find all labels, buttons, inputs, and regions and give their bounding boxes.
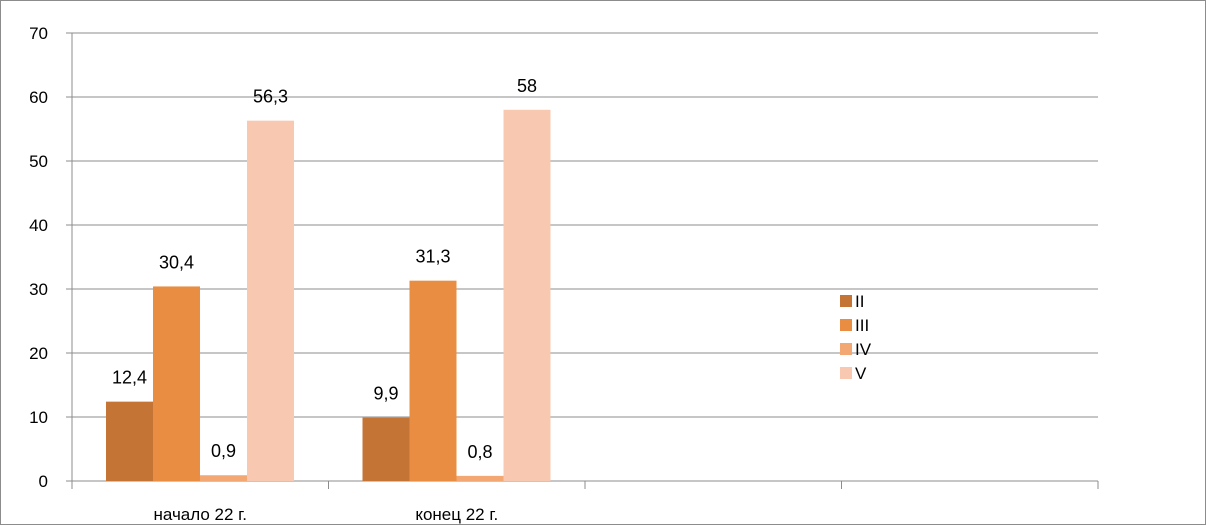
bar-ii-1: [362, 417, 410, 481]
y-tick-label: 60: [29, 88, 48, 107]
bar-ii-0: [106, 401, 153, 481]
y-tick-label: 20: [29, 344, 48, 363]
x-tick-label: конец 22 г.: [415, 505, 498, 524]
data-label: 9,9: [373, 384, 398, 404]
data-label: 58: [517, 76, 537, 96]
data-labels: 12,4 9,9 30,4 31,3 0,9 0,8 56,3 58: [112, 76, 537, 462]
y-tick-label: 0: [39, 472, 48, 491]
legend-label: V: [855, 364, 867, 383]
y-tick-label: 70: [29, 24, 48, 43]
y-tick-label: 50: [29, 152, 48, 171]
bar-v-0: [247, 120, 294, 482]
data-label: 30,4: [159, 252, 194, 272]
x-axis: начало 22 г. конец 22 г.: [71, 480, 1099, 524]
y-tick-label: 40: [29, 216, 48, 235]
y-tick-label: 30: [29, 280, 48, 299]
gridlines: [66, 32, 1098, 418]
data-label: 31,3: [415, 247, 450, 267]
data-label: 12,4: [112, 368, 147, 388]
y-axis: 0 10 20 30 40 50 60 70: [29, 24, 73, 491]
data-label: 56,3: [253, 87, 288, 107]
bar-v-1: [503, 109, 551, 482]
legend-swatch: [840, 319, 852, 331]
bar-iv-0: [200, 475, 247, 481]
legend-swatch: [840, 343, 852, 355]
bar-iii-1: [409, 280, 457, 481]
legend-label: IV: [855, 340, 872, 359]
bar-iii-0: [153, 286, 200, 481]
bar-iv-1: [456, 475, 504, 481]
data-label: 0,9: [211, 441, 236, 461]
legend-swatch: [840, 295, 852, 307]
legend-swatch: [840, 367, 852, 379]
data-label: 0,8: [467, 442, 492, 462]
x-tick-label: начало 22 г.: [153, 505, 247, 524]
legend-label: III: [855, 316, 869, 335]
y-tick-label: 10: [29, 408, 48, 427]
bars: [106, 109, 551, 482]
legend-label: II: [855, 292, 864, 311]
